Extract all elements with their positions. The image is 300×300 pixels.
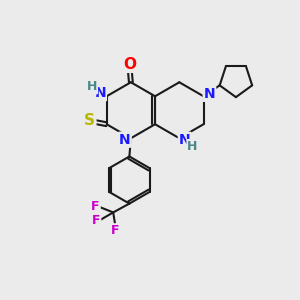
Text: F: F [92,214,100,227]
Text: N: N [179,133,190,147]
Text: H: H [87,80,97,93]
Text: H: H [188,140,198,153]
Text: N: N [204,87,215,101]
Text: N: N [119,133,131,147]
Text: F: F [91,200,100,213]
Text: N: N [94,86,106,100]
Text: F: F [111,224,120,237]
Text: S: S [84,113,95,128]
Text: O: O [123,57,136,72]
